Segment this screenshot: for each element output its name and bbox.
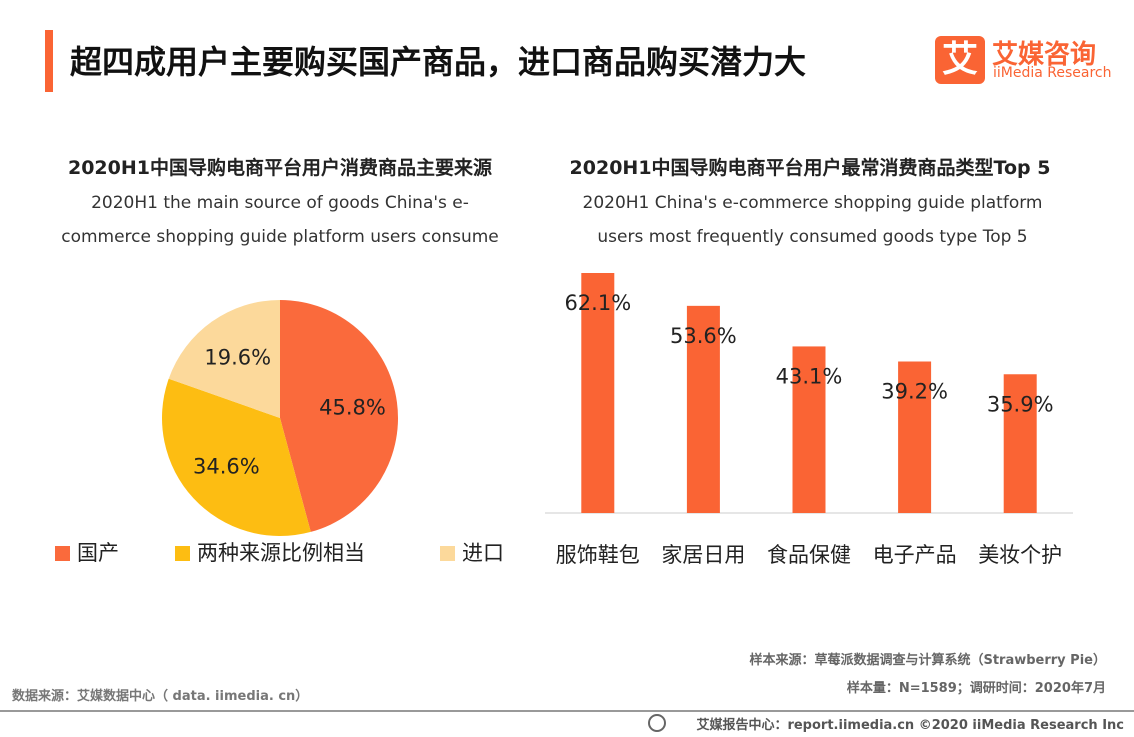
legend-label: 国产 <box>77 541 119 565</box>
logo-mark: 艾 <box>935 36 985 84</box>
bar-subtitle: 2020H1 China's e-commerce shopping guide… <box>582 193 1043 247</box>
logo-name: 艾媒咨询 <box>992 40 1097 70</box>
legend-swatch <box>440 546 455 561</box>
pie-slice <box>161 378 311 537</box>
bar <box>1003 374 1037 513</box>
legend-swatch <box>55 546 70 561</box>
pie-subtitle: 2020H1 the main source of goods China's … <box>61 193 499 247</box>
x-tick-label: 美妆个护 <box>978 543 1062 567</box>
legend-swatch <box>175 546 190 561</box>
legend-label: 进口 <box>462 541 504 565</box>
slice-label: 45.8% <box>319 395 386 419</box>
x-tick-label: 食品保健 <box>767 543 851 567</box>
sample-size: 样本量：N=1589；调研时间：2020年7月 <box>846 681 1106 696</box>
slice-label: 34.6% <box>193 455 260 479</box>
copyright: 艾媒报告中心：report.iimedia.cn ©2020 iiMedia R… <box>696 718 1124 733</box>
bar <box>792 346 826 513</box>
bar-label: 62.1% <box>564 291 631 315</box>
pie-title: 2020H1中国导购电商平台用户消费商品主要来源 <box>67 157 492 179</box>
bar-label: 39.2% <box>881 380 948 404</box>
bar-title: 2020H1中国导购电商平台用户最常消费商品类型Top 5 <box>569 157 1051 179</box>
page-title: 超四成用户主要购买国产商品，进口商品购买潜力大 <box>70 43 807 81</box>
bar-label: 53.6% <box>670 324 737 348</box>
bar-label: 35.9% <box>987 392 1054 416</box>
slice-label: 19.6% <box>204 345 271 369</box>
x-tick-label: 家居日用 <box>661 543 745 567</box>
bar <box>898 361 932 513</box>
pie-slice <box>168 300 280 418</box>
title-accent <box>45 30 53 92</box>
logo-sub: iiMedia Research <box>993 65 1112 81</box>
pie-slice <box>280 300 399 532</box>
footer-rule <box>0 710 1134 712</box>
x-tick-label: 电子产品 <box>873 543 957 567</box>
bar <box>581 273 615 513</box>
globe-icon <box>648 714 666 732</box>
legend-label: 两种来源比例相当 <box>197 541 365 565</box>
bar-label: 43.1% <box>776 364 843 388</box>
bar <box>686 305 720 513</box>
sample-source: 样本来源：草莓派数据调查与计算系统（Strawberry Pie） <box>749 653 1106 668</box>
data-source: 数据来源：艾媒数据中心（ data. iimedia. cn） <box>12 689 309 704</box>
x-tick-label: 服饰鞋包 <box>556 543 640 567</box>
